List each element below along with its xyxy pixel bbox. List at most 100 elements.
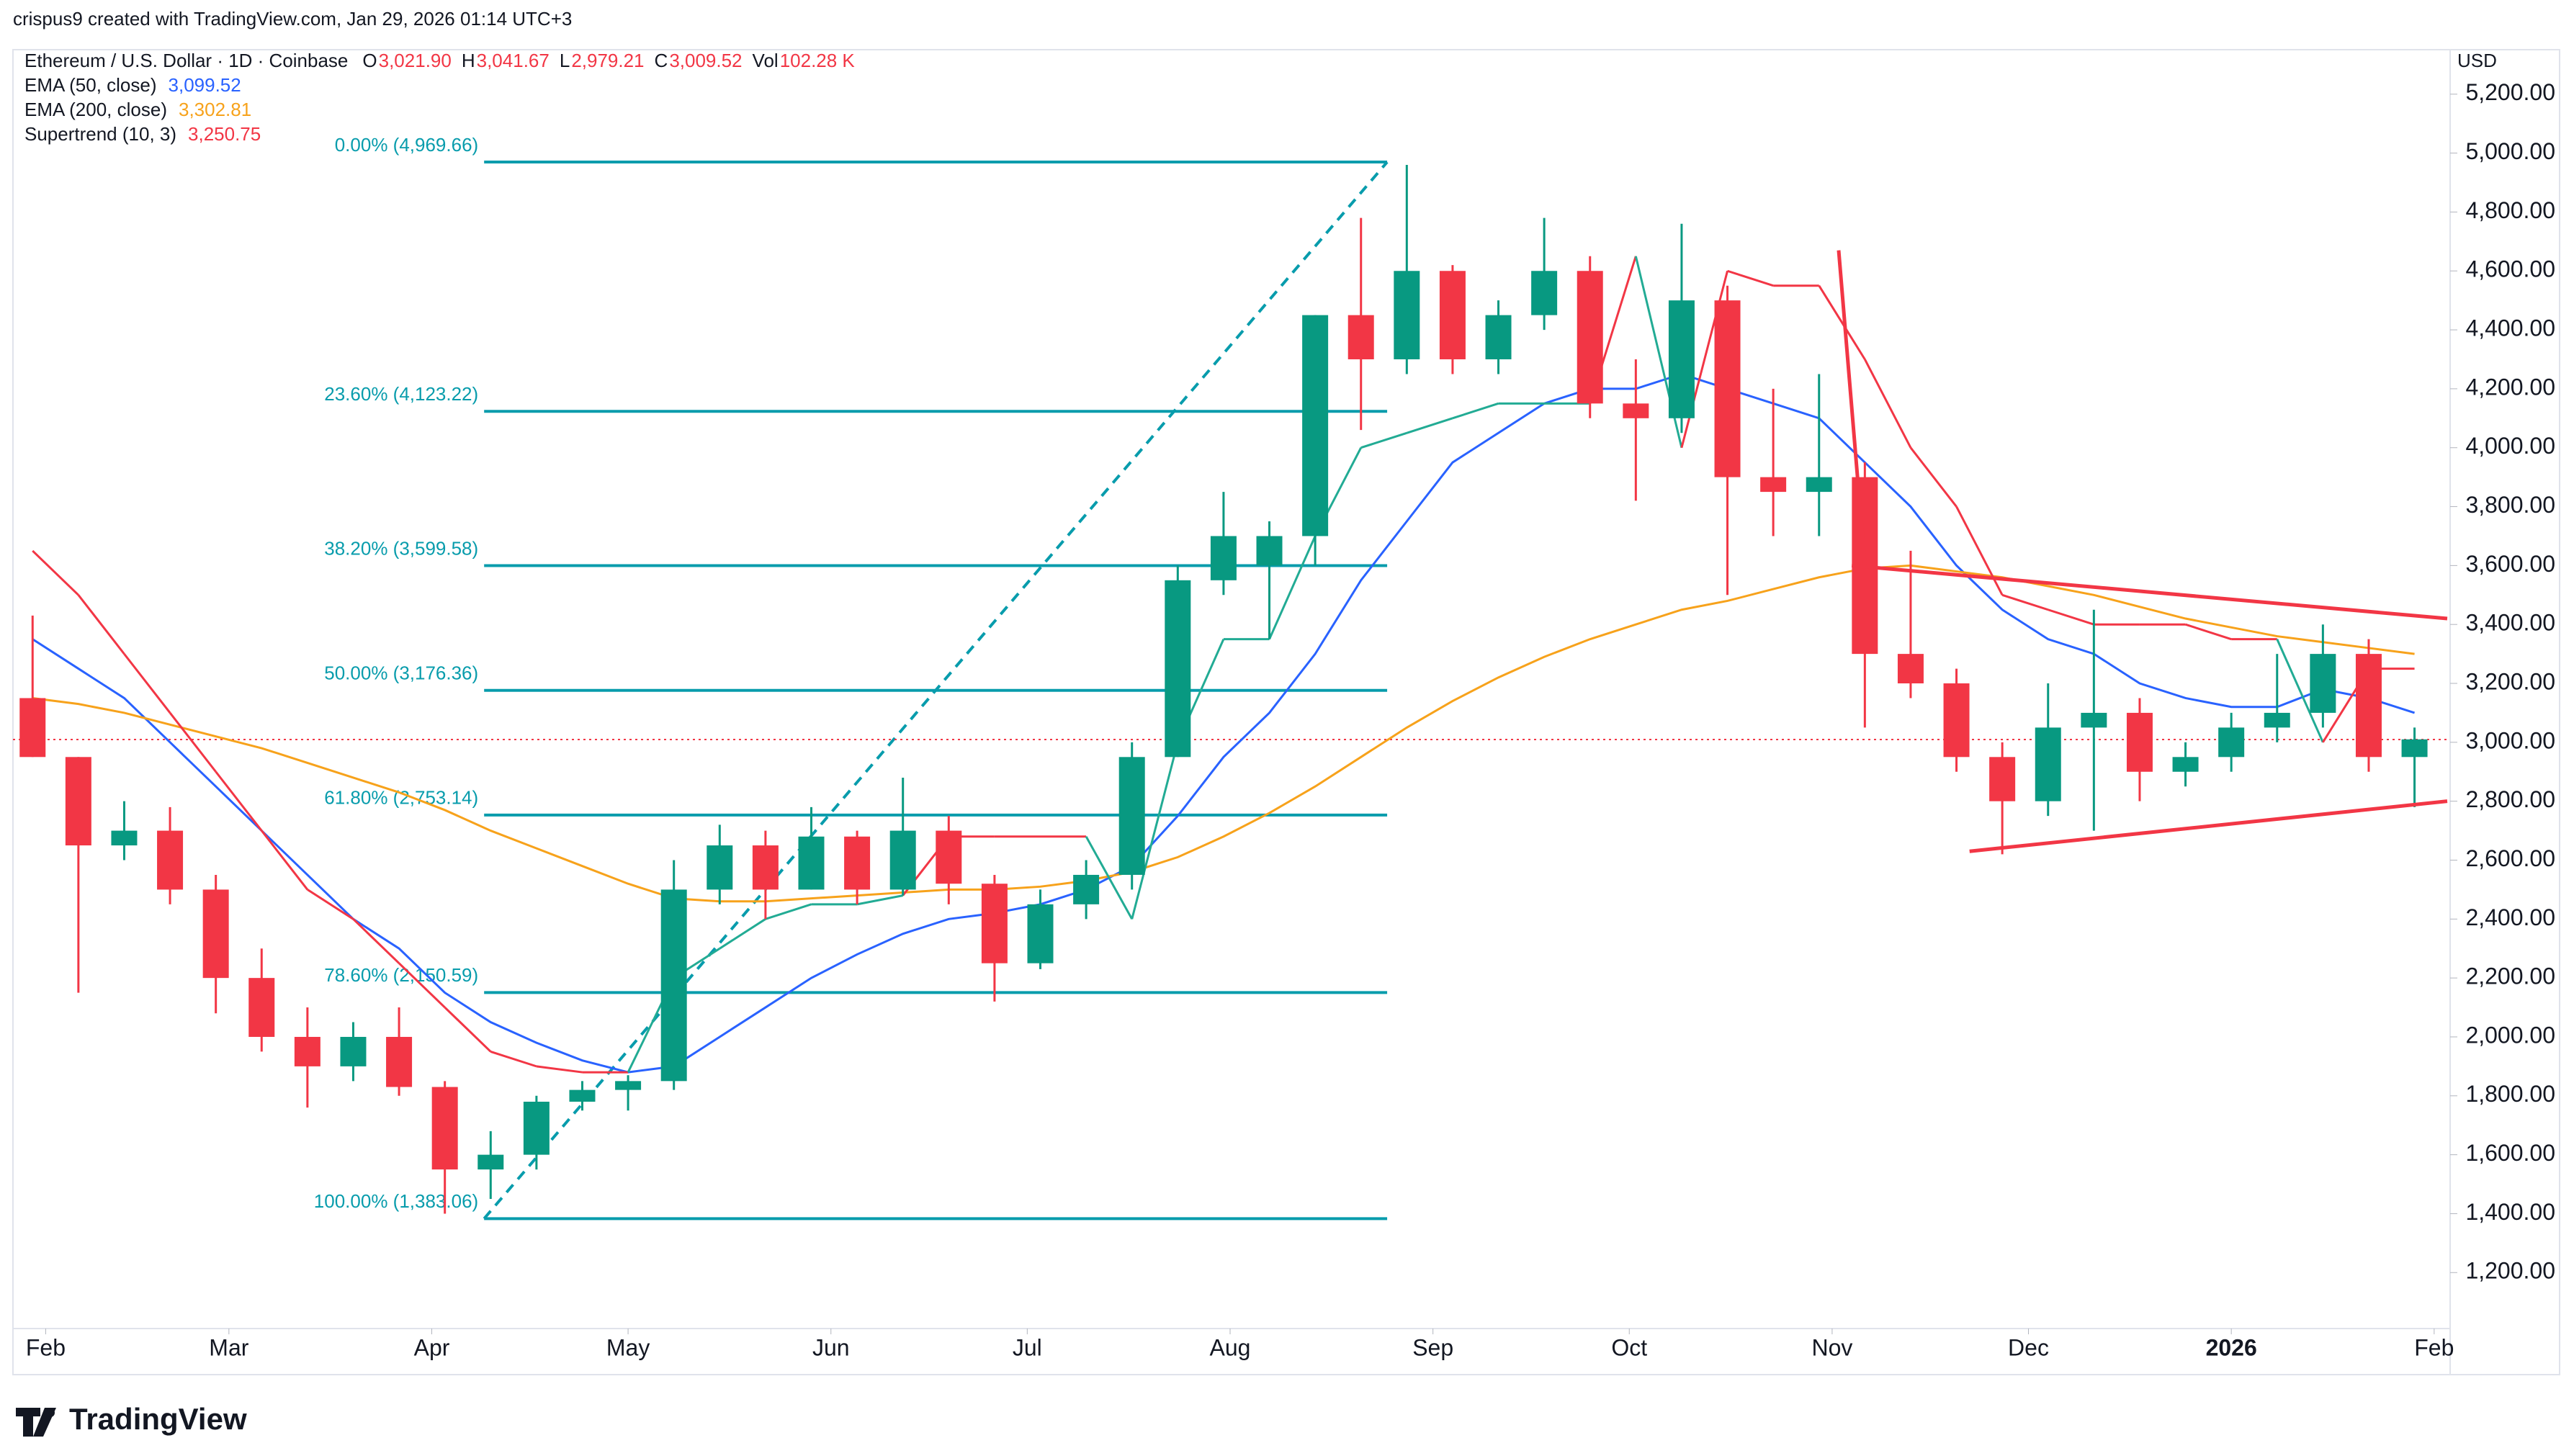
candle-body (1073, 874, 1100, 904)
supertrend-segment (32, 549, 79, 596)
supertrend-segment (1818, 284, 1866, 360)
supertrend-segment (1360, 431, 1407, 449)
candle-body (1165, 580, 1191, 758)
supertrend-segment (352, 918, 400, 964)
y-tick-label: 3,000.00 (2465, 727, 2555, 753)
ohlc-key: O (362, 50, 377, 71)
supertrend-segment (1131, 742, 1179, 920)
candle-body (798, 836, 825, 890)
y-tick-label: 4,200.00 (2465, 374, 2555, 400)
x-tick-label: Dec (2008, 1334, 2049, 1360)
candle-body (386, 1036, 413, 1087)
symbol-title: Ethereum / U.S. Dollar · 1D · Coinbase (24, 50, 348, 71)
candle-body (1485, 315, 1512, 359)
x-tick-label: Nov (1811, 1334, 1852, 1360)
candle-body (1439, 271, 1466, 359)
candle-body (431, 1087, 458, 1170)
candle-body (889, 830, 916, 890)
supertrend-segment (765, 903, 812, 920)
y-tick-label: 1,600.00 (2465, 1140, 2555, 1166)
y-tick-label: 4,800.00 (2465, 197, 2555, 223)
y-tick-label: 3,800.00 (2465, 492, 2555, 518)
supertrend-segment (856, 894, 903, 906)
candle-body (1256, 536, 1283, 566)
x-tick-label: 2026 (2206, 1334, 2257, 1360)
candle-body (707, 845, 733, 890)
y-tick-label: 5,200.00 (2465, 79, 2555, 105)
candle-body (340, 1036, 367, 1066)
candle-body (752, 845, 779, 890)
candle-body (1623, 403, 1649, 418)
supertrend-segment (307, 889, 354, 920)
candle-body (844, 836, 871, 890)
y-tick-label: 4,000.00 (2465, 433, 2555, 459)
trendline (1851, 563, 2448, 621)
supertrend-segment (2048, 608, 2094, 626)
supertrend-segment (1727, 269, 1774, 287)
candle-body (2264, 712, 2290, 728)
fib-label: 50.00% (3,176.36) (324, 662, 478, 684)
x-tick-label: Apr (414, 1334, 450, 1360)
x-tick-label: Jun (812, 1334, 850, 1360)
candle-body (248, 978, 275, 1037)
ohlc-value: 2,979.21 (571, 50, 644, 71)
x-tick-label: Sep (1412, 1334, 1453, 1360)
ohlc-key: C (655, 50, 668, 71)
y-tick-label: 3,400.00 (2465, 610, 2555, 636)
y-tick-label: 4,400.00 (2465, 315, 2555, 341)
y-tick-label: 3,600.00 (2465, 551, 2555, 577)
fib-label: 0.00% (4,969.66) (335, 134, 478, 156)
x-tick-label: Feb (2414, 1334, 2454, 1360)
candle-body (65, 757, 91, 846)
x-tick-label: Feb (26, 1334, 66, 1360)
y-tick-label: 2,400.00 (2465, 904, 2555, 930)
logo (16, 1408, 56, 1437)
currency: USD (2457, 50, 2497, 71)
ohlc-key: L (560, 50, 570, 71)
candle-body (1760, 477, 1787, 493)
candle-body (202, 889, 229, 979)
candle-body (1210, 536, 1237, 580)
candle-body (2401, 739, 2428, 758)
candle-body (19, 698, 46, 758)
fib-trend (483, 161, 1389, 1220)
y-tick-label: 4,600.00 (2465, 256, 2555, 282)
supertrend-segment (77, 594, 125, 655)
candle-body (523, 1101, 550, 1155)
legend-value: 3,099.52 (169, 74, 241, 96)
supertrend-segment (215, 770, 263, 832)
fib-label: 23.60% (4,123.22) (324, 383, 478, 405)
candle-body (1577, 271, 1603, 404)
y-tick-label: 5,000.00 (2465, 138, 2555, 164)
supertrend-segment (1955, 505, 2004, 596)
frame (12, 49, 2560, 1375)
y-tick-label: 2,200.00 (2465, 963, 2555, 989)
ohlc-value: 102.28 K (780, 50, 856, 71)
trendline (1969, 799, 2448, 853)
fib-label: 61.80% (2,753.14) (324, 787, 478, 809)
supertrend-segment (1864, 359, 1912, 449)
ohlc-value: 3,041.67 (477, 50, 550, 71)
legend-name: Supertrend (10, 3) (24, 123, 176, 145)
candle-body (615, 1081, 642, 1090)
y-tick-label: 1,200.00 (2465, 1258, 2555, 1284)
y-tick-label: 2,000.00 (2465, 1022, 2555, 1048)
x-tick-label: Aug (1210, 1334, 1251, 1360)
ohlc-value: 3,021.90 (379, 50, 452, 71)
legend-name: EMA (200, close) (24, 99, 167, 120)
candle-body (1118, 757, 1145, 875)
trendline (1837, 250, 1867, 566)
x-tick-label: May (606, 1334, 650, 1360)
candle-body (1897, 654, 1924, 684)
candle-body (1714, 300, 1741, 477)
candle-body (111, 830, 138, 846)
x-tick-label: Oct (1611, 1334, 1647, 1360)
y-tick-label: 1,400.00 (2465, 1199, 2555, 1225)
candle-body (2172, 757, 2199, 772)
supertrend-segment (261, 830, 309, 891)
supertrend-segment (719, 918, 766, 950)
supertrend-segment (1406, 417, 1453, 434)
candle-body (2310, 654, 2336, 713)
supertrend-segment (398, 962, 446, 1009)
